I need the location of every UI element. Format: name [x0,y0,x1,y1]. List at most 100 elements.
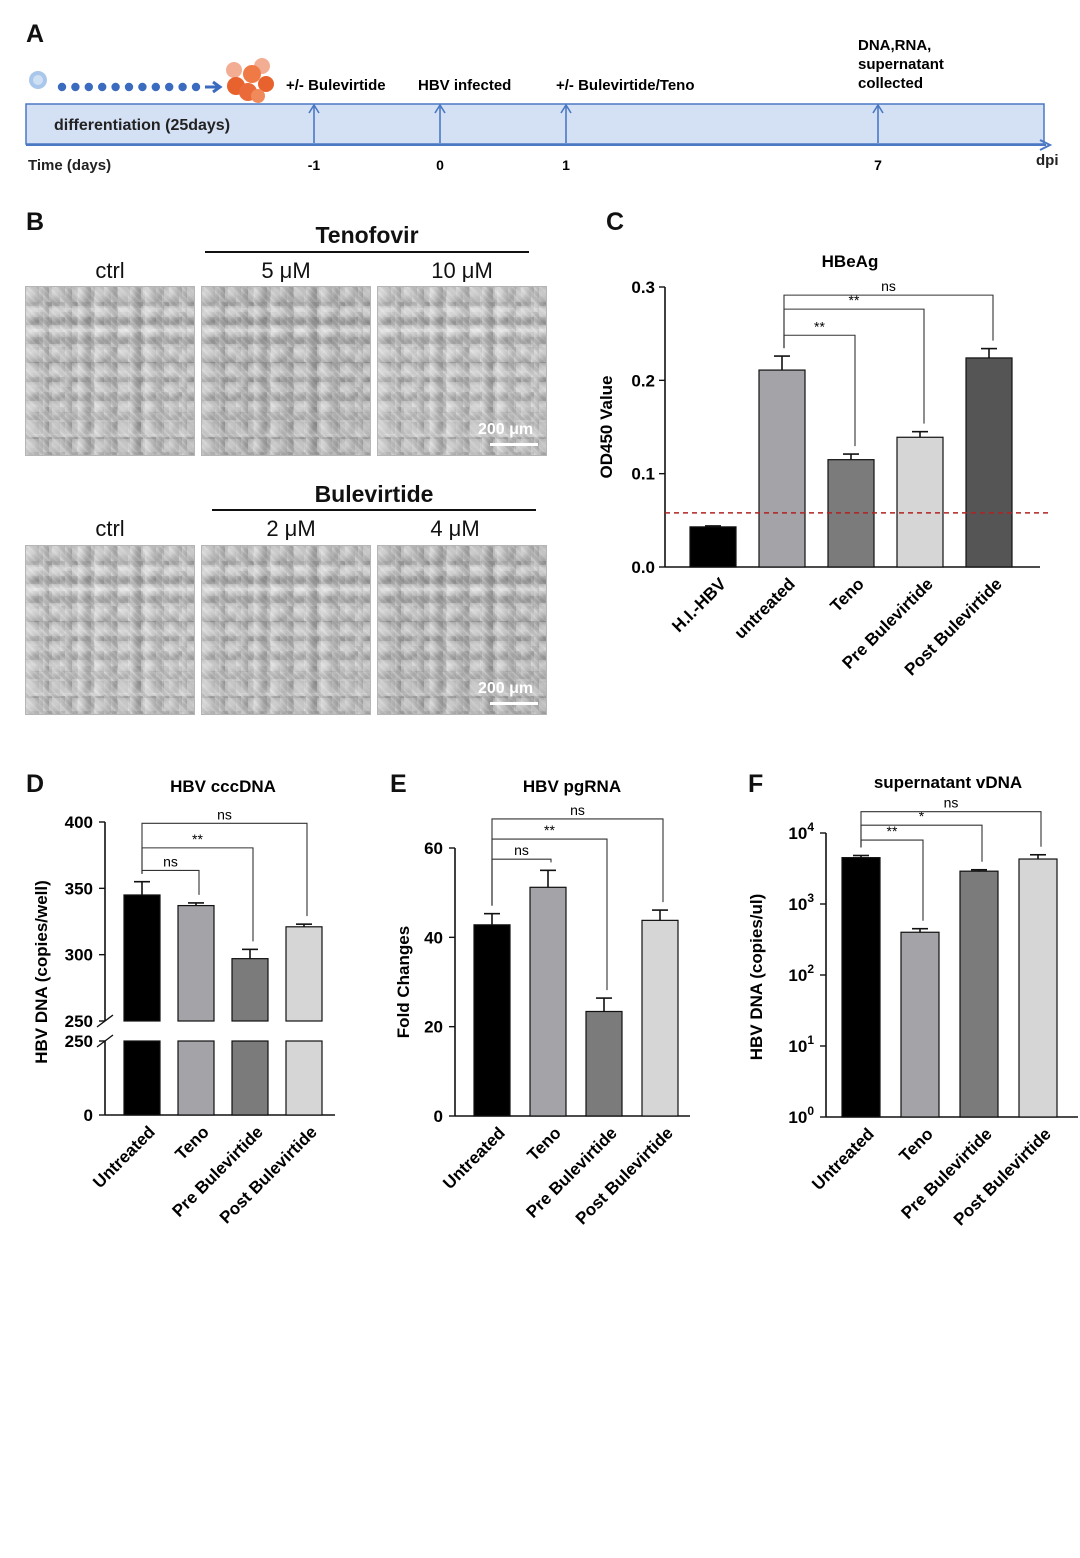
chart-c-title: HBeAg [822,252,879,271]
micrograph-bulevirtide-4um: 200 μm [377,545,547,715]
differentiation-dot [84,82,94,92]
chart-e-bar [585,1010,623,1117]
chart-f-vdna: supernatant vDNA HBV DNA (copies/ul) 100 10… [747,773,1078,1229]
chart-d-bar-lower [231,1040,269,1116]
chart-e-bar [641,919,679,1117]
micrograph-tenofovir-ctrl [25,286,195,456]
chart-e-ylabel: Fold Changes [394,926,413,1038]
chart-c-ytick-label: 0.3 [631,278,655,297]
micrograph-bulevirtide-ctrl [25,545,195,715]
bulevirtide-bracket [212,509,536,511]
differentiation-dot [178,82,187,92]
chart-f-ytick-label: 100 [788,1104,814,1127]
micrograph-bulevirtide-2um [201,545,371,715]
chart-d-ylabel: HBV DNA (copies/well) [32,880,51,1064]
chart-d-ytick-label: 250 [65,1012,93,1031]
chart-e-significance-label: ns [570,802,585,818]
panel-label-c: C [606,208,625,236]
chart-d-significance-label: ns [163,853,178,869]
chart-f-ytick-label: 101 [788,1033,814,1056]
differentiation-dot [57,82,67,92]
chart-c-bar [689,526,737,568]
chart-d-bar-lower [177,1040,215,1116]
chart-c-bar [896,436,944,568]
micrograph-tenofovir-10um: 200 μm [377,286,547,456]
timepoint-arrowhead-icon [434,103,446,114]
bulevirtide-title: Bulevirtide [314,481,434,507]
chart-d-xtick-label: Teno [172,1122,213,1163]
differentiation-label: differentiation (25days) [54,117,230,134]
chart-f-ytick-label: 104 [788,820,814,843]
scale-bar [490,443,538,446]
differentiation-dot [98,82,107,92]
chart-d-bar [231,958,269,1022]
condition-label-top-5um: 5 μM [261,258,311,283]
chart-e-ytick-label: 20 [424,1018,443,1037]
chart-c-ytick-label: 0.1 [631,465,655,484]
chart-d-cccdna: HBV cccDNA HBV DNA (copies/well) 250 300 350… [32,777,335,1227]
chart-d-ytick-label: 250 [65,1032,93,1051]
chart-e-xtick-label: Untreated [439,1123,509,1193]
chart-c-ytick-label: 0.2 [631,371,655,390]
micrograph-tenofovir-5um [201,286,371,456]
differentiation-dot [124,82,134,92]
chart-e-significance-label: ** [544,822,555,838]
chart-f-significance-label: * [919,808,925,824]
time-axis-arrowhead-icon [1039,139,1053,151]
chart-f-title: supernatant vDNA [874,773,1022,792]
day-label-7: 7 [874,157,882,173]
panel-label-b: B [26,208,45,236]
chart-f-bar [1018,858,1058,1118]
chart-e-significance-label: ns [514,842,529,858]
chart-d-significance-bracket [141,869,200,895]
differentiation-dot [151,82,160,92]
event-label-collected-line2: supernatant [858,56,944,73]
chart-c-ylabel: OD450 Value [597,375,616,478]
tenofovir-title: Tenofovir [315,222,419,248]
chart-c-hbeag: HBeAg OD450 Value 0.0 0.1 0.2 0.3 H.I.-HBV untr… [597,252,1052,679]
chart-d-title: HBV cccDNA [170,777,276,796]
chart-e-title: HBV pgRNA [523,777,621,796]
chart-c-significance-label: ** [814,318,825,334]
differentiation-dot [138,82,147,92]
chart-d-ytick-label: 300 [65,946,93,965]
chart-f-ytick-label: 102 [788,962,814,985]
chart-e-ytick-label: 40 [424,928,443,947]
hepatocyte-cluster-icon [226,58,274,103]
day-label-minus1: -1 [308,157,321,173]
chart-c-significance-label: ** [849,292,860,308]
chart-c-significance-label: ns [881,278,896,294]
chart-e-pgrna: HBV pgRNA Fold Changes 0 20 40 60 Untreated Ten… [394,777,690,1228]
chart-d-bar [285,926,323,1022]
chart-c-bar [965,357,1013,568]
chart-d-bar-lower [285,1040,323,1116]
chart-c-significance-bracket [783,294,994,349]
chart-e-xtick-label: Post Bulevirtide [572,1123,677,1228]
condition-label-bottom-2um: 2 μM [266,516,316,541]
chart-e-ytick-label: 0 [434,1107,443,1126]
chart-f-ylabel: HBV DNA (copies/ul) [747,894,766,1061]
differentiation-dot [111,82,120,92]
event-label-collected-line3: collected [858,75,923,92]
chart-e-ytick-label: 60 [424,839,443,858]
chart-f-xtick-label: Teno [896,1124,937,1165]
chart-d-significance-label: ns [217,806,232,822]
timepoint-arrowhead-icon [872,103,884,114]
chart-d-ytick-label: 400 [65,813,93,832]
chart-f-bar [959,870,999,1118]
chart-c-xtick-label: Teno [827,574,868,615]
event-label-collected-line1: DNA,RNA, [858,37,931,54]
panel-label-f: F [748,770,764,798]
chart-d-ytick-label: 350 [65,879,93,898]
chart-e-bar [473,924,511,1117]
progenitor-cell-icon [29,71,47,89]
timepoint-arrowhead-icon [560,103,572,114]
chart-d-bar [123,894,161,1022]
chart-f-bar [900,931,940,1118]
panel-label-d: D [26,770,45,798]
tenofovir-bracket [205,251,529,253]
chart-f-xtick-label: Untreated [808,1124,878,1194]
differentiation-dot [191,82,201,92]
chart-d-significance-bracket [141,822,308,917]
time-axis-label: Time (days) [28,157,111,174]
